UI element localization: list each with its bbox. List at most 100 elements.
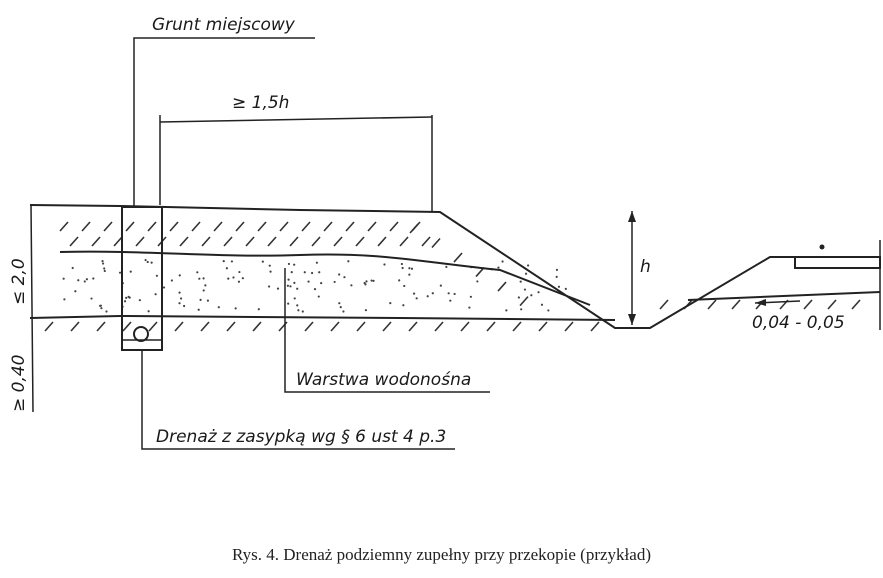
aquifer-dot (129, 270, 132, 273)
aquifer-dot (297, 309, 300, 312)
aquifer-dot (523, 288, 527, 291)
aquifer-dot (238, 270, 241, 274)
hatch-mark (851, 299, 861, 310)
aquifer-dot (222, 260, 225, 263)
hatch-mark (453, 252, 463, 263)
aquifer-dot (178, 274, 181, 277)
aquifer-dot (524, 272, 528, 275)
aquifer-dot (401, 266, 404, 270)
aquifer-dot (342, 310, 345, 313)
point-marker (819, 244, 825, 250)
drain-pipe (133, 326, 149, 342)
aquifer-dot (403, 284, 406, 288)
hatch-mark (148, 321, 158, 332)
aquifer-dot (85, 278, 89, 281)
aquifer-dot (146, 260, 149, 264)
width-dim-line (159, 116, 433, 123)
aquifer-dot (350, 284, 353, 287)
aquifer-dot (468, 306, 471, 309)
aquifer-dot (555, 268, 559, 271)
aquifer-dot (501, 260, 504, 263)
hatch-mark (179, 236, 189, 247)
width-dim-label: ≥ 1,5h (232, 93, 289, 113)
aquifer-dot (347, 260, 350, 263)
hatch-mark (659, 299, 669, 310)
aquifer-dot (412, 292, 416, 295)
aquifer-dot (74, 290, 77, 293)
aquifer-dot (105, 310, 108, 313)
aquifer-dot (202, 277, 205, 280)
aquifer-dot (147, 310, 150, 313)
hatch-mark (191, 221, 201, 232)
aquifer-dot (296, 304, 299, 307)
aquifer-dot (469, 295, 472, 298)
hatch-mark (96, 321, 106, 332)
hatch-mark (311, 236, 321, 247)
aquifer-dot (144, 258, 147, 262)
hatch-mark (389, 221, 399, 232)
hatch-mark (125, 221, 135, 232)
max-depth-label: ≤ 2,0 (9, 258, 29, 305)
road-slab (794, 256, 881, 269)
hatch-mark (103, 221, 113, 232)
aquifer-dot (267, 285, 271, 288)
aquifer-dot (307, 280, 310, 283)
aquifer-dot (123, 300, 127, 303)
aquifer-dot (540, 303, 544, 306)
aquifer-dot (232, 276, 235, 279)
local-soil-leader (133, 37, 315, 207)
hatch-mark (59, 221, 69, 232)
aquifer-dot (198, 277, 201, 280)
hatch-mark (200, 321, 210, 332)
ditch-right-bottom (687, 291, 881, 301)
aquifer-dot (398, 279, 401, 282)
aquifer-dot (338, 302, 341, 305)
hatch-mark (330, 321, 340, 332)
aquifer-dot (564, 287, 567, 290)
hatch-mark (169, 221, 179, 232)
drain-leader (141, 350, 455, 450)
hatch-mark (44, 321, 54, 332)
hatch-mark (69, 236, 79, 247)
aquifer-dot (90, 297, 93, 300)
hatch-mark (382, 321, 392, 332)
aquifer-dot (287, 262, 291, 266)
aquifer-dot (71, 266, 74, 270)
aquifer-dot (439, 284, 442, 287)
hatch-mark (345, 221, 355, 232)
aquifer-dot (178, 302, 181, 305)
aquifer-dot (343, 276, 346, 279)
aquifer-dot (276, 287, 280, 290)
aquifer-dot (408, 273, 411, 276)
hatch-mark (122, 321, 132, 332)
aquifer-dot (77, 279, 80, 282)
aquifer-dot (400, 262, 403, 266)
hatch-mark (590, 321, 600, 332)
hatch-mark (434, 321, 444, 332)
aquifer-dot (555, 275, 558, 278)
hatch-mark (409, 223, 419, 234)
aquifer-dot (257, 308, 260, 311)
aquifer-dot (241, 277, 244, 280)
aquifer-dot (426, 295, 429, 298)
aquifer-dot (383, 263, 386, 266)
aquifer-dot (315, 261, 318, 264)
aquifer-dot (527, 264, 530, 267)
aquifer-dot (402, 304, 405, 307)
aquifer-dot (289, 285, 292, 288)
hatch-mark (512, 321, 522, 332)
aquifer-dot (372, 279, 375, 282)
aquifer-dot (293, 263, 296, 266)
aquifer-dot (182, 304, 186, 308)
hatch-mark (174, 321, 184, 332)
hatch-mark (333, 236, 343, 247)
aquifer-dot (303, 271, 306, 274)
hatch-mark (827, 299, 837, 310)
aquifer-dot (204, 284, 207, 287)
aquifer-dot (197, 308, 200, 311)
aquifer-dot (339, 306, 342, 309)
hatch-mark (289, 236, 299, 247)
aquifer-dot (103, 269, 106, 273)
aquifer-dot (370, 279, 373, 282)
